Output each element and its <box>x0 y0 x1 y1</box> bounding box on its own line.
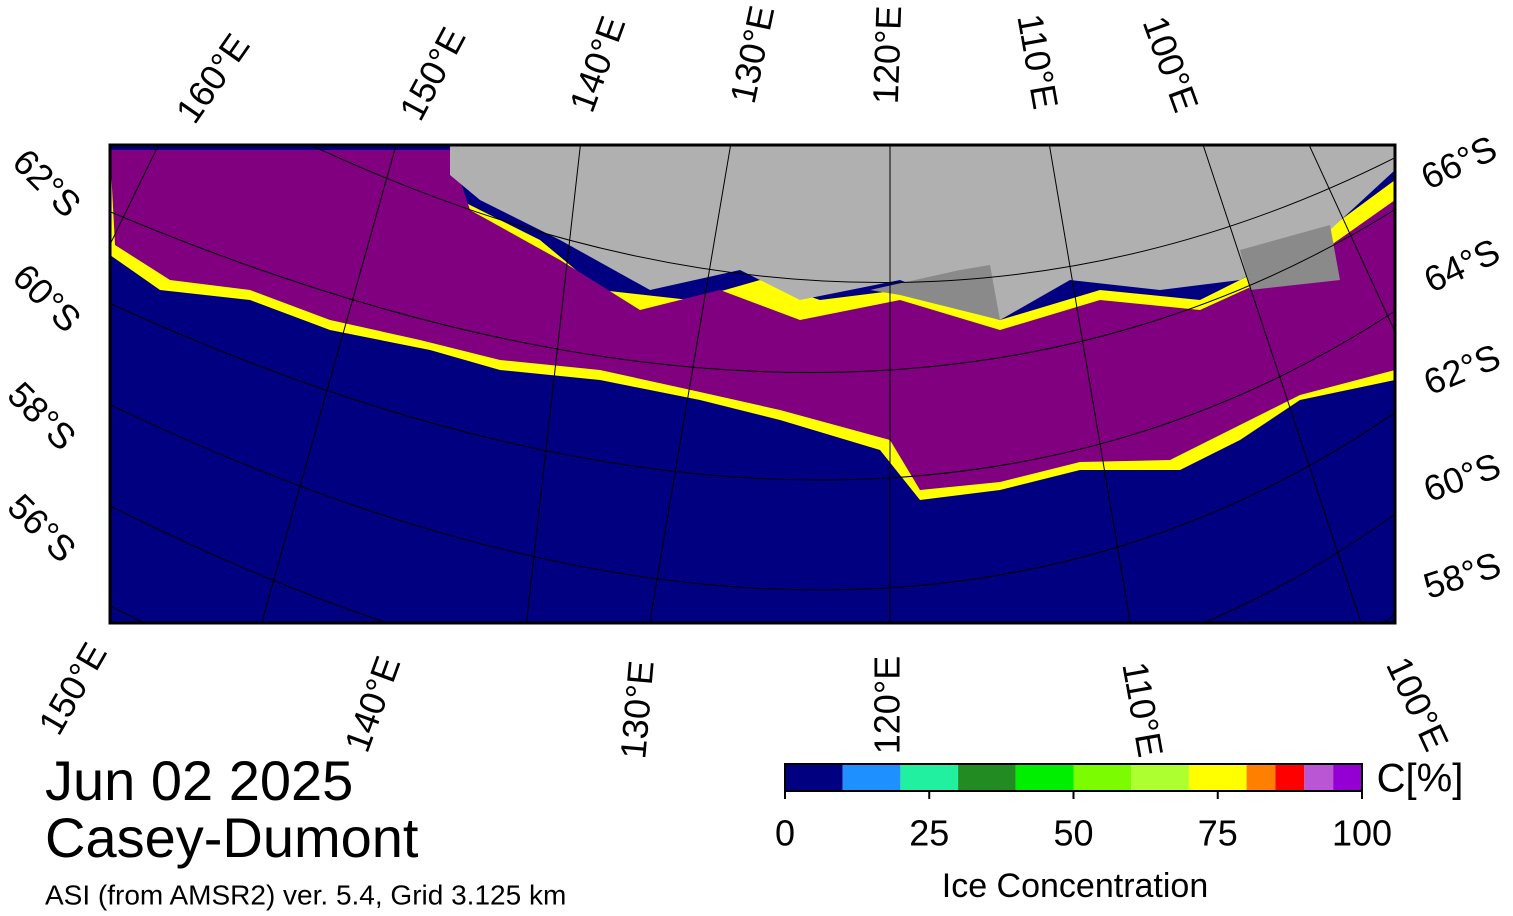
longitude-label: 130°E <box>722 2 783 107</box>
colorbar-segment <box>1015 764 1074 791</box>
colorbar-label: Ice Concentration <box>942 867 1209 905</box>
latitude-label: 58°S <box>0 374 84 458</box>
latitude-label: 58°S <box>1418 544 1505 607</box>
longitude-label: 140°E <box>336 651 408 758</box>
longitude-label: 100°E <box>1135 11 1207 118</box>
colorbar-tick-label: 0 <box>775 813 795 854</box>
colorbar-segment <box>1073 764 1132 791</box>
latitude-label: 62°S <box>1418 336 1506 403</box>
latitude-label: 56°S <box>0 486 84 570</box>
map-frame <box>108 143 1397 625</box>
latitude-label: 60°S <box>5 256 89 340</box>
longitude-label: 120°E <box>867 656 908 754</box>
colorbar-segment <box>1275 764 1305 791</box>
latitude-label: 62°S <box>5 141 89 225</box>
longitude-label: 160°E <box>168 26 258 130</box>
latitude-label: 64°S <box>1418 230 1506 300</box>
colorbar-segment <box>1131 764 1189 791</box>
longitude-label: 110°E <box>1009 11 1066 112</box>
colorbar-tick-label: 50 <box>1053 813 1093 854</box>
longitude-label: 120°E <box>865 5 909 105</box>
map-image <box>110 145 1395 623</box>
colorbar-segment <box>1246 764 1276 791</box>
colorbar-segment <box>1304 764 1334 791</box>
colorbar-tick-label: 100 <box>1332 813 1392 854</box>
longitude-label: 150°E <box>391 20 473 126</box>
longitude-label: 150°E <box>30 636 115 742</box>
longitude-label: 110°E <box>1114 659 1171 760</box>
colorbar-tick-label: 75 <box>1198 813 1238 854</box>
longitude-label: 130°E <box>612 659 661 761</box>
colorbar-tick-label: 25 <box>909 813 949 854</box>
region: Casey-Dumont <box>45 806 419 869</box>
colorbar-segment <box>842 764 901 791</box>
longitude-label: 100°E <box>1378 650 1457 757</box>
longitude-label: 140°E <box>561 11 633 118</box>
source: ASI (from AMSR2) ver. 5.4, Grid 3.125 km <box>45 879 566 910</box>
latitude-label: 66°S <box>1415 127 1503 197</box>
colorbar-segment <box>785 764 843 791</box>
latitude-label: 60°S <box>1418 445 1506 510</box>
colorbar-segment <box>1333 764 1362 791</box>
date: Jun 02 2025 <box>45 749 353 812</box>
colorbar-segment <box>958 764 1016 791</box>
colorbar-unit: C[%] <box>1377 757 1464 801</box>
colorbar-segment <box>900 764 959 791</box>
colorbar-segment <box>1188 764 1247 791</box>
